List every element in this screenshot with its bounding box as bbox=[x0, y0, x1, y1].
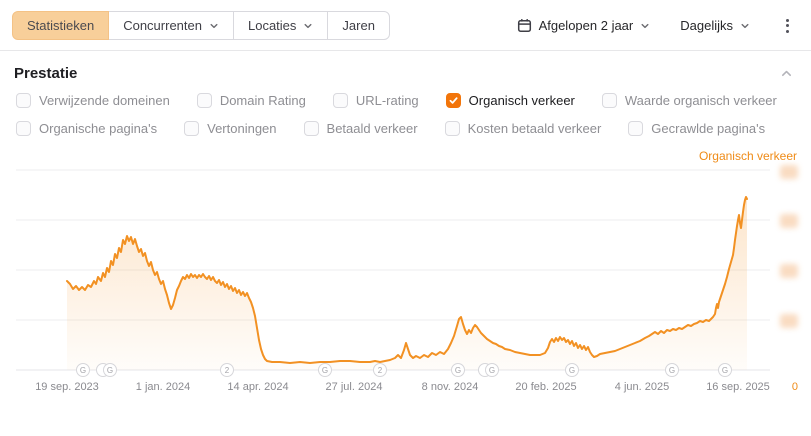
traffic-line bbox=[66, 196, 748, 364]
update-marker-label: G bbox=[669, 366, 675, 375]
metric-checkbox-item[interactable]: Verwijzende domeinen bbox=[16, 93, 170, 108]
update-marker-icon bbox=[373, 363, 387, 377]
chevron-down-icon bbox=[641, 23, 649, 28]
metric-checkbox-item[interactable]: Waarde organisch verkeer bbox=[601, 93, 777, 108]
update-marker-icon bbox=[318, 363, 332, 377]
x-axis-tick-label: 8 nov. 2024 bbox=[421, 381, 479, 393]
metric-label: Vertoningen bbox=[207, 121, 277, 136]
update-marker-icon bbox=[103, 363, 117, 377]
tab-label: Jaren bbox=[342, 18, 375, 33]
update-marker-label: G bbox=[489, 366, 495, 375]
update-marker-label: 2 bbox=[225, 366, 230, 375]
tab-label: Locaties bbox=[247, 18, 297, 33]
x-axis-tick-label: 20 feb. 2025 bbox=[515, 381, 577, 393]
metric-label: Betaald verkeer bbox=[326, 121, 418, 136]
x-axis-tick-label: 19 sep. 2023 bbox=[35, 381, 99, 393]
checkmark-icon bbox=[449, 97, 458, 104]
metric-checkbox-item[interactable]: Vertoningen bbox=[184, 121, 277, 136]
section-title: Prestatie bbox=[14, 65, 78, 82]
metric-label: Domain Rating bbox=[219, 93, 306, 108]
x-axis-tick-label: 1 jan. 2024 bbox=[135, 381, 191, 393]
update-marker-icon bbox=[76, 363, 90, 377]
metric-label: Gecrawlde pagina's bbox=[651, 121, 766, 136]
traffic-chart[interactable]: G G 2 G 2 G G G G G bbox=[0, 165, 811, 377]
update-marker-icon bbox=[665, 363, 679, 377]
traffic-area-fill bbox=[67, 197, 747, 370]
metric-checkbox-item[interactable]: Kosten betaald verkeer bbox=[444, 121, 602, 136]
checkbox[interactable] bbox=[196, 93, 212, 108]
metric-row-1: Verwijzende domeinen Domain Rating URL-rat… bbox=[0, 93, 811, 108]
metric-checkbox-item[interactable]: Organisch verkeer bbox=[445, 93, 575, 108]
update-marker-icon bbox=[451, 363, 465, 377]
checkbox[interactable] bbox=[601, 93, 617, 108]
update-marker-icon bbox=[485, 363, 499, 377]
metric-checkbox-item[interactable]: Betaald verkeer bbox=[303, 121, 418, 136]
granularity-label: Dagelijks bbox=[680, 18, 733, 33]
chart-series-label: Organisch verkeer bbox=[698, 149, 797, 163]
checkbox[interactable] bbox=[444, 121, 460, 136]
y-axis-zero-label: 0 bbox=[791, 381, 798, 393]
chevron-down-icon bbox=[210, 23, 218, 28]
chevron-up-icon bbox=[782, 70, 791, 77]
metric-checkbox-item[interactable]: Domain Rating bbox=[196, 93, 306, 108]
view-tabs: Statistieken Concurrenten Locaties Jaren bbox=[12, 11, 390, 40]
metric-checkbox-item[interactable]: Gecrawlde pagina's bbox=[628, 121, 765, 136]
checkbox[interactable] bbox=[16, 93, 31, 108]
update-marker-label: G bbox=[455, 366, 461, 375]
update-marker-label: 2 bbox=[378, 366, 383, 375]
x-axis-tick-label: 16 sep. 2025 bbox=[706, 381, 770, 393]
granularity-selector[interactable]: Dagelijks bbox=[680, 18, 750, 33]
x-axis-labels: 0 19 sep. 2023 1 jan. 2024 14 apr. 2024 27 … bbox=[0, 377, 811, 399]
update-marker-icon bbox=[718, 363, 732, 377]
x-axis-tick-label: 14 apr. 2024 bbox=[227, 381, 289, 393]
redacted-y-axis-value bbox=[780, 165, 798, 179]
tab-locaties[interactable]: Locaties bbox=[232, 11, 329, 40]
traffic-chart-area: G G 2 G 2 G G G G G bbox=[0, 165, 811, 377]
collapse-section-button[interactable] bbox=[778, 65, 795, 82]
metric-row-2: Organische pagina's Vertoningen Betaald ve… bbox=[0, 121, 811, 136]
update-marker-label: G bbox=[569, 366, 575, 375]
tab-concurrenten[interactable]: Concurrenten bbox=[108, 11, 234, 40]
date-range-selector[interactable]: Afgelopen 2 jaar bbox=[517, 18, 651, 33]
metric-label: Kosten betaald verkeer bbox=[467, 121, 602, 136]
checkbox[interactable] bbox=[16, 121, 31, 136]
metric-label: Organische pagina's bbox=[39, 121, 158, 136]
checkbox[interactable] bbox=[184, 121, 200, 136]
performance-panel: Prestatie Verwijzende domeinen Domain Rat… bbox=[0, 51, 811, 399]
redacted-y-axis-value bbox=[780, 214, 798, 228]
tab-statistieken[interactable]: Statistieken bbox=[12, 11, 110, 40]
metric-label: Waarde organisch verkeer bbox=[624, 93, 777, 108]
metric-label: URL-rating bbox=[355, 93, 419, 108]
x-axis-tick-label: 27 jul. 2024 bbox=[325, 381, 383, 393]
redacted-y-axis-value bbox=[780, 314, 798, 328]
update-marker-icon bbox=[220, 363, 234, 377]
tab-jaren[interactable]: Jaren bbox=[327, 11, 390, 40]
metric-label: Verwijzende domeinen bbox=[39, 93, 170, 108]
x-axis-tick-label: 4 jun. 2025 bbox=[614, 381, 670, 393]
chevron-down-icon bbox=[741, 23, 749, 28]
metric-checkbox-item[interactable]: Organische pagina's bbox=[16, 121, 157, 136]
checkbox[interactable] bbox=[628, 121, 644, 136]
metric-label: Organisch verkeer bbox=[468, 93, 575, 108]
date-range-label: Afgelopen 2 jaar bbox=[538, 18, 634, 33]
checkbox[interactable] bbox=[332, 93, 348, 108]
calendar-icon bbox=[517, 19, 531, 32]
tab-label: Concurrenten bbox=[123, 18, 202, 33]
update-marker-label: G bbox=[322, 366, 328, 375]
checkbox[interactable] bbox=[445, 93, 461, 108]
update-marker-label: G bbox=[722, 366, 728, 375]
checkbox[interactable] bbox=[303, 121, 319, 136]
chevron-down-icon bbox=[304, 23, 312, 28]
update-marker-icon bbox=[565, 363, 579, 377]
update-marker-label: G bbox=[107, 366, 113, 375]
redacted-y-axis-value bbox=[780, 264, 798, 278]
metric-checkbox-item[interactable]: URL-rating bbox=[332, 93, 419, 108]
kebab-menu-icon[interactable] bbox=[780, 15, 795, 37]
topbar: Statistieken Concurrenten Locaties Jaren Af… bbox=[0, 0, 811, 51]
tab-label: Statistieken bbox=[27, 18, 95, 33]
update-marker-label: G bbox=[80, 366, 86, 375]
